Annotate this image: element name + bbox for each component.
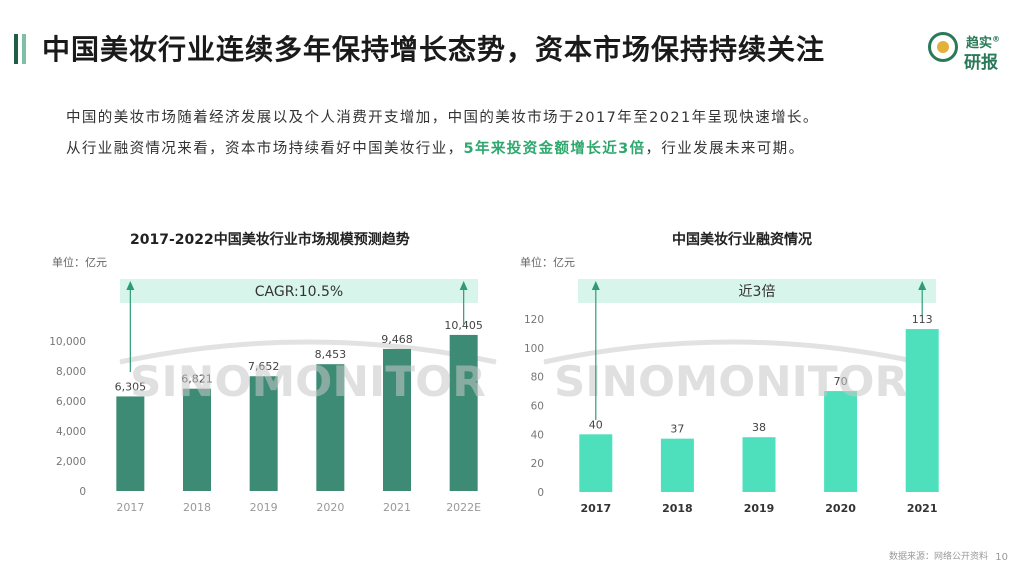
market-size-chart: CAGR:10.5% 0 2,000 4,000 6,000 8,000 10,000 6,3… <box>49 279 497 514</box>
c2-ytick-label: 20 <box>531 458 544 470</box>
c1-value-label: 9,468 <box>381 333 413 346</box>
chart2-title: 中国美妆行业融资情况 <box>672 232 812 248</box>
chart2-unit: 单位：亿元 <box>520 256 575 269</box>
logo-text-bottom: 研报 <box>964 53 998 73</box>
c1-watermark-arc <box>119 339 497 365</box>
c2-annotation-label: 近3倍 <box>739 284 776 300</box>
c1-bar-2022E <box>449 334 478 491</box>
c1-bar-2021 <box>383 348 411 491</box>
description-line-2: 从行业融资情况来看，资本市场持续看好中国美妆行业，5年来投资金额增长近3倍，行业… <box>66 141 805 157</box>
c1-annotation-band <box>120 279 478 303</box>
c2-bar-2020 <box>824 391 858 492</box>
description-highlight: 5年来投资金额增长近3倍 <box>463 141 646 157</box>
c1-xtick-label: 2022E <box>446 501 481 514</box>
c2-watermark-arc <box>543 339 919 365</box>
brand-logo: 趋实® 研报 <box>928 30 1018 74</box>
c1-ytick-label: 2,000 <box>56 456 86 468</box>
title-accent-bar-dark <box>14 34 18 64</box>
logo-q-icon <box>928 32 958 62</box>
c1-watermark: SINOMONITOR <box>130 357 486 406</box>
c1-value-label: 7,652 <box>248 360 280 373</box>
c2-arrow-head-first <box>591 281 600 290</box>
c2-xtick-label: 2019 <box>744 502 775 515</box>
c2-value-label: 40 <box>589 418 603 431</box>
c2-bar-2017 <box>579 434 613 492</box>
logo-text-top: 趋实® <box>966 34 1001 51</box>
c2-ytick-label: 60 <box>531 401 544 413</box>
c2-xtick-label: 2020 <box>825 502 856 515</box>
c2-ytick-label: 120 <box>524 314 544 326</box>
c2-bar-2021 <box>905 329 939 492</box>
c2-ytick-label: 100 <box>524 343 544 355</box>
c2-bar-2019 <box>742 437 776 492</box>
c1-value-label: 8,453 <box>315 348 347 361</box>
c1-ytick-label: 8,000 <box>56 366 86 378</box>
c2-ytick-label: 80 <box>531 372 544 384</box>
c2-xtick-label: 2021 <box>907 502 938 515</box>
c2-arrow-head-last <box>918 281 927 290</box>
c2-ytick-label: 0 <box>537 487 544 499</box>
c2-xtick-label: 2018 <box>662 502 693 515</box>
c1-ytick-label: 6,000 <box>56 396 86 408</box>
c2-value-label: 70 <box>834 375 848 388</box>
c2-annotation-band <box>578 279 936 303</box>
description-line-1: 中国的美妆市场随着经济发展以及个人消费开支增加，中国的美妆市场于2017年至20… <box>66 110 819 126</box>
c1-ytick-label: 4,000 <box>56 426 86 438</box>
c1-xtick-label: 2018 <box>183 501 211 514</box>
c1-ytick-label: 10,000 <box>49 336 86 348</box>
c1-bar-2018 <box>183 388 211 491</box>
title-accent-bar-light <box>22 34 26 64</box>
c1-value-label: 6,821 <box>181 373 213 386</box>
page-title: 中国美妆行业连续多年保持增长态势，资本市场保持持续关注 <box>42 33 826 66</box>
c1-ytick-label: 0 <box>79 486 86 498</box>
c1-xtick-label: 2020 <box>316 501 344 514</box>
c1-value-label: 6,305 <box>115 380 147 393</box>
c1-value-label: 10,405 <box>444 319 483 332</box>
c2-ytick-label: 40 <box>531 429 544 441</box>
c2-value-label: 113 <box>912 313 933 326</box>
c1-xtick-label: 2019 <box>250 501 278 514</box>
c2-watermark: SINOMONITOR <box>554 357 908 406</box>
c1-bar-2017 <box>116 396 145 491</box>
c2-value-label: 38 <box>752 421 766 434</box>
c1-xtick-label: 2021 <box>383 501 411 514</box>
chart1-title: 2017-2022中国美妆行业市场规模预测趋势 <box>130 232 410 248</box>
c1-bar-2019 <box>249 376 278 491</box>
c1-xtick-label: 2017 <box>116 501 144 514</box>
c1-arrow-head-last <box>459 281 468 290</box>
c2-bar-2018 <box>660 438 694 492</box>
c1-bar-2020 <box>316 364 345 491</box>
c2-xtick-label: 2017 <box>580 502 611 515</box>
c1-arrow-head-first <box>126 281 135 290</box>
page-number: 10 <box>995 552 1008 563</box>
c1-annotation-label: CAGR:10.5% <box>255 284 343 300</box>
data-source: 数据来源：网络公开资料 <box>888 552 988 562</box>
chart1-unit: 单位：亿元 <box>52 256 107 269</box>
c2-value-label: 37 <box>670 423 684 436</box>
